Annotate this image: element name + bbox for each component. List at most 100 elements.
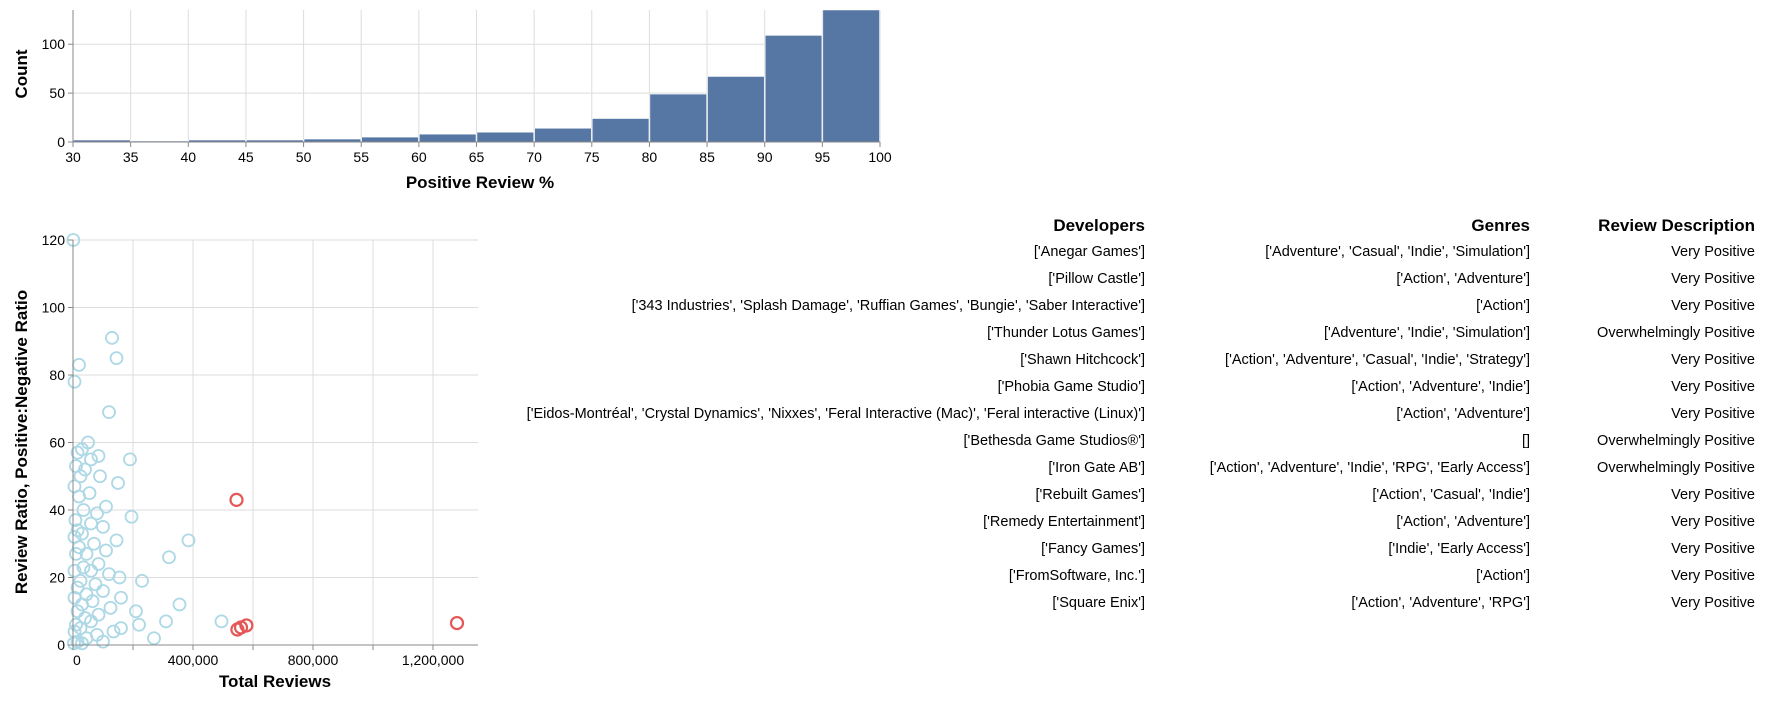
scatter-point[interactable] xyxy=(84,452,98,467)
scatter-point[interactable] xyxy=(123,452,137,467)
scatter-point[interactable] xyxy=(96,519,110,534)
scatter-point[interactable] xyxy=(87,536,101,551)
scatter-points xyxy=(66,233,465,651)
scatter-point[interactable] xyxy=(114,590,128,605)
scatter-point[interactable] xyxy=(124,509,139,524)
developers-cell: ['Rebuilt Games'] xyxy=(1035,487,1146,503)
scatter-point-highlighted[interactable] xyxy=(229,492,244,507)
scatter-point[interactable] xyxy=(162,550,176,565)
scatter-point[interactable] xyxy=(76,560,91,575)
scatter-point-highlighted[interactable] xyxy=(230,622,245,637)
scatter-point[interactable] xyxy=(96,584,110,598)
scatter-point[interactable] xyxy=(181,533,196,548)
review-description-cell: Overwhelmingly Positive xyxy=(1597,433,1755,449)
scatter-y-tick-label: 80 xyxy=(49,367,65,383)
histogram-x-axis-title: Positive Review % xyxy=(406,173,554,192)
scatter-point[interactable] xyxy=(88,577,103,592)
histogram-bar xyxy=(592,118,650,143)
scatter-point[interactable] xyxy=(91,607,106,622)
scatter-point[interactable] xyxy=(106,624,121,639)
review-description-cell: Very Positive xyxy=(1671,514,1755,530)
scatter-point[interactable] xyxy=(96,634,110,649)
developers-cell: ['Eidos-Montréal', 'Crystal Dynamics', '… xyxy=(526,406,1145,422)
scatter-y-tick-label: 0 xyxy=(57,637,65,653)
genres-column: Genres ['Adventure', 'Casual', 'Indie', … xyxy=(1170,212,1530,617)
histogram-axes: 0 50 100 30 35 40 45 50 55 60 65 70 75 80 85 90 95 100 xyxy=(42,10,892,165)
developers-cell: ['Pillow Castle'] xyxy=(1048,271,1145,287)
scatter-point[interactable] xyxy=(84,563,98,578)
scatter-point[interactable] xyxy=(214,614,229,629)
scatter-point[interactable] xyxy=(70,604,85,619)
histogram-x-tick-label: 30 xyxy=(65,149,81,165)
scatter-point[interactable] xyxy=(172,597,187,612)
scatter-point[interactable] xyxy=(67,590,82,605)
scatter-point[interactable] xyxy=(69,546,83,561)
scatter-point[interactable] xyxy=(67,563,82,578)
scatter-point[interactable] xyxy=(93,469,107,484)
review-description-cell: Very Positive xyxy=(1671,379,1755,395)
genres-cell: ['Adventure', 'Indie', 'Simulation'] xyxy=(1323,325,1530,341)
scatter-point[interactable] xyxy=(84,614,98,629)
scatter-point[interactable] xyxy=(75,597,89,612)
scatter-point[interactable] xyxy=(102,405,116,420)
scatter-point[interactable] xyxy=(91,557,106,571)
scatter-point[interactable] xyxy=(67,636,81,651)
scatter-point[interactable] xyxy=(135,573,149,588)
histogram-x-tick-label: 70 xyxy=(526,149,542,165)
scatter-point[interactable] xyxy=(75,636,89,651)
scatter-point[interactable] xyxy=(112,570,127,585)
scatter-point[interactable] xyxy=(84,516,98,531)
review-description-cell: Very Positive xyxy=(1671,352,1755,368)
scatter-point[interactable] xyxy=(72,357,86,372)
genres-cell: ['Action', 'Adventure', 'Indie', 'RPG', … xyxy=(1209,460,1530,476)
scatter-point[interactable] xyxy=(103,600,118,615)
scatter-point[interactable] xyxy=(105,330,119,345)
genres-cell: ['Action', 'Adventure'] xyxy=(1396,514,1530,530)
scatter-point[interactable] xyxy=(76,503,91,517)
histogram-bar xyxy=(419,133,477,143)
scatter-point[interactable] xyxy=(79,546,94,561)
developers-cell: ['Anegar Games'] xyxy=(1033,244,1145,260)
scatter-point[interactable] xyxy=(159,614,173,629)
scatter-point[interactable] xyxy=(132,617,146,632)
histogram-x-tick-label: 50 xyxy=(296,149,312,165)
scatter-point[interactable] xyxy=(68,513,83,528)
review-description-cell: Very Positive xyxy=(1671,271,1755,287)
scatter-y-tick-label: 20 xyxy=(49,570,65,586)
scatter-point[interactable] xyxy=(99,499,113,514)
scatter-point[interactable] xyxy=(99,543,113,558)
genres-cell: ['Action', 'Casual', 'Indie'] xyxy=(1372,487,1530,503)
scatter-point[interactable] xyxy=(72,489,86,504)
developers-cell: ['FromSoftware, Inc.'] xyxy=(1008,568,1145,584)
scatter-point-highlighted[interactable] xyxy=(449,615,465,631)
scatter-point[interactable] xyxy=(109,351,124,366)
review-description-cell: Overwhelmingly Positive xyxy=(1597,325,1755,341)
scatter-point[interactable] xyxy=(114,621,128,636)
genres-cell: ['Indie', 'Early Access'] xyxy=(1388,541,1530,557)
scatter-x-tick-label: 0 xyxy=(73,652,81,668)
genres-cell: ['Action', 'Adventure', 'Indie'] xyxy=(1351,379,1530,395)
scatter-point[interactable] xyxy=(70,580,85,595)
histogram-y-tick-label: 0 xyxy=(57,134,65,150)
scatter-x-tick-label: 400,000 xyxy=(168,652,219,668)
scatter-point[interactable] xyxy=(75,526,89,541)
scatter-point[interactable] xyxy=(70,445,85,460)
genres-cell: ['Action', 'Adventure', 'Casual', 'Indie… xyxy=(1225,352,1530,368)
histogram-x-tick-label: 85 xyxy=(699,149,715,165)
scatter-point[interactable] xyxy=(91,449,106,463)
scatter-point[interactable] xyxy=(78,462,92,477)
developers-cell: ['Phobia Game Studio'] xyxy=(997,379,1145,395)
scatter-point[interactable] xyxy=(67,374,82,389)
scatter-point[interactable] xyxy=(90,506,104,521)
developers-header: Developers xyxy=(1053,216,1145,235)
review-description-header: Review Description xyxy=(1598,216,1755,235)
scatter-point[interactable] xyxy=(147,631,161,646)
scatter-point[interactable] xyxy=(111,476,125,490)
scatter-point[interactable] xyxy=(73,573,88,588)
scatter-point[interactable] xyxy=(129,604,143,619)
scatter-point[interactable] xyxy=(109,533,124,548)
data-table: Developers ['Anegar Games'] ['Pillow Cast… xyxy=(500,212,1770,632)
histogram-x-tick-label: 90 xyxy=(757,149,773,165)
scatter-point[interactable] xyxy=(73,469,88,484)
